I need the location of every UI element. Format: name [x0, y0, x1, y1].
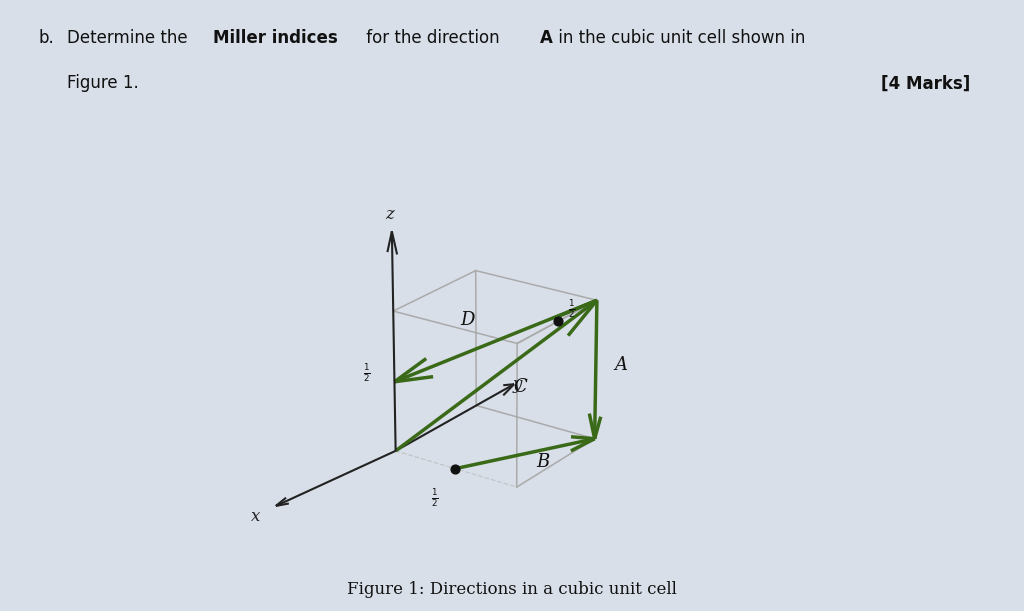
Text: Figure 1: Directions in a cubic unit cell: Figure 1: Directions in a cubic unit cel… — [347, 581, 677, 598]
Text: Determine the: Determine the — [67, 29, 193, 46]
Text: A: A — [540, 29, 553, 46]
Text: in the cubic unit cell shown in: in the cubic unit cell shown in — [553, 29, 805, 46]
Text: for the direction: for the direction — [361, 29, 506, 46]
Text: b.: b. — [39, 29, 54, 46]
Text: [4 Marks]: [4 Marks] — [881, 75, 970, 92]
Text: Figure 1.: Figure 1. — [67, 75, 138, 92]
Text: Miller indices: Miller indices — [213, 29, 338, 46]
